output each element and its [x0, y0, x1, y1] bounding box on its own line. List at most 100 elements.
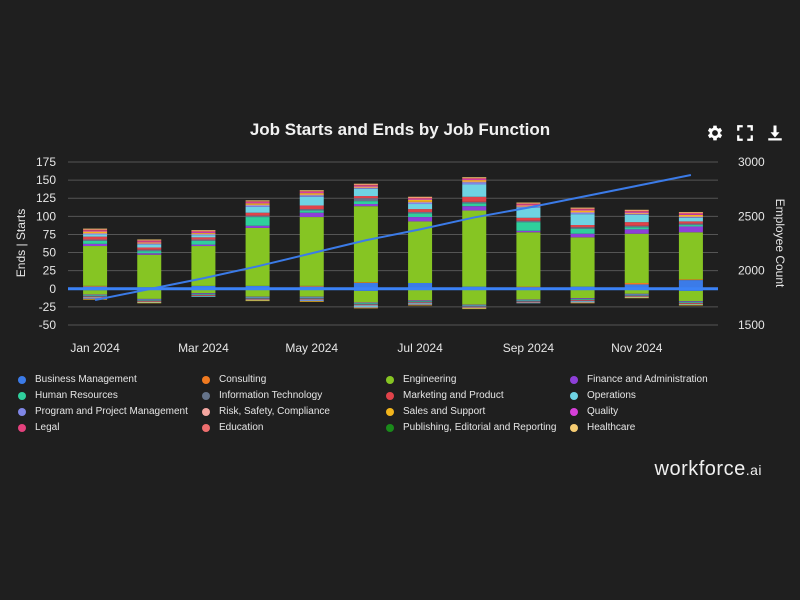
brand-logo: workforce.ai: [655, 458, 763, 481]
legend-label: Legal: [35, 422, 60, 433]
bar-segment-start: [137, 242, 162, 244]
employee-count-line: [94, 174, 692, 301]
bar-segment-start: [353, 201, 378, 205]
bar-segment-start: [462, 178, 487, 180]
bar-segment-end: [462, 304, 487, 306]
bar-segment-start: [191, 240, 216, 245]
bar-segment-end: [516, 289, 541, 300]
bar-segment-start: [408, 213, 433, 218]
bar-segment-start: [516, 222, 541, 231]
y-tick-left-label: -25: [39, 300, 57, 314]
bar-segment-start: [624, 233, 649, 283]
bar-segment-start: [191, 244, 216, 247]
bar-segment-start: [299, 190, 324, 192]
legend-dot: [386, 391, 394, 400]
legend-item[interactable]: Education: [202, 422, 386, 433]
bar-segment-start: [191, 231, 216, 233]
bar-segment-end: [137, 299, 162, 301]
bar-segment-start: [624, 211, 649, 212]
bar-segment-end: [245, 298, 270, 299]
bar-segment-start: [137, 241, 162, 243]
legend-label: Education: [219, 422, 264, 433]
y-tick-left-label: 100: [36, 209, 56, 223]
bar-segment-end: [353, 303, 378, 305]
legend-label: Publishing, Editorial and Reporting: [403, 422, 557, 433]
bar-segment-end: [408, 304, 433, 306]
bar-segment-start: [408, 198, 433, 199]
bar-segment-start: [462, 206, 487, 211]
bar-segment-start: [299, 193, 324, 195]
bar-segment-start: [624, 209, 649, 211]
bar-segment-start: [137, 244, 162, 248]
bar-segment-start: [516, 206, 541, 207]
bar-segment-end: [516, 299, 541, 301]
bar-segment-end: [624, 289, 649, 294]
bar-segment-end: [245, 298, 270, 300]
legend-item[interactable]: Human Resources: [18, 390, 202, 401]
legend-item[interactable]: Business Management: [18, 374, 202, 385]
bar-segment-start: [678, 213, 703, 215]
legend-item[interactable]: Information Technology: [202, 390, 386, 401]
bar-segment-start: [353, 183, 378, 185]
legend-item[interactable]: Program and Project Management: [18, 406, 202, 417]
bar-segment-end: [624, 295, 649, 297]
bar-segment-start: [299, 285, 324, 287]
bar-segment-start: [408, 197, 433, 199]
legend-item[interactable]: Risk, Safety, Compliance: [202, 406, 386, 417]
legend-dot: [570, 407, 578, 416]
legend-label: Program and Project Management: [35, 406, 188, 417]
bar-segment-start: [299, 191, 324, 193]
legend-item[interactable]: Operations: [570, 390, 754, 401]
bar-segment-end: [408, 303, 433, 304]
legend-item[interactable]: Quality: [570, 406, 754, 417]
bar-segment-start: [570, 227, 595, 229]
legend-item[interactable]: Engineering: [386, 374, 570, 385]
bar-segment-start: [408, 204, 433, 210]
bar-segment-start: [462, 203, 487, 207]
legend-dot: [202, 375, 210, 384]
bar-segment-end: [678, 303, 703, 304]
bar-segment-start: [408, 201, 433, 203]
bar-segment-start: [570, 207, 595, 209]
bar-segment-start: [353, 206, 378, 283]
bar-segment-start: [408, 196, 433, 198]
bar-segment-start: [462, 180, 487, 182]
legend-item[interactable]: Sales and Support: [386, 406, 570, 417]
legend-item[interactable]: Publishing, Editorial and Reporting: [386, 422, 570, 433]
bar-segment-start: [137, 240, 162, 242]
legend-item[interactable]: Consulting: [202, 374, 386, 385]
bar-segment-end: [624, 293, 649, 295]
bar-segment-start: [516, 205, 541, 207]
bar-segment-start: [570, 225, 595, 228]
legend-item[interactable]: Healthcare: [570, 422, 754, 433]
legend-item[interactable]: Legal: [18, 422, 202, 433]
bar-segment-start: [570, 211, 595, 213]
bar-segment-start: [137, 251, 162, 254]
bar-segment-start: [299, 210, 324, 213]
y-tick-right-label: 2000: [738, 264, 765, 278]
bar-segment-end: [245, 299, 270, 301]
legend-label: Business Management: [35, 374, 137, 385]
settings-button[interactable]: [704, 122, 726, 144]
bar-segment-start: [245, 203, 270, 205]
legend-dot: [18, 375, 26, 384]
legend-item[interactable]: Finance and Administration: [570, 374, 754, 385]
bar-segment-start: [353, 188, 378, 189]
bar-segment-end: [408, 303, 433, 305]
bar-segment-end: [83, 298, 108, 299]
bar-segment-end: [408, 300, 433, 302]
x-tick-label: Jul 2024: [397, 341, 443, 355]
bar-segment-end: [408, 301, 433, 302]
fullscreen-button[interactable]: [734, 122, 756, 144]
legend-item[interactable]: Marketing and Product: [386, 390, 570, 401]
bar-segment-start: [624, 210, 649, 212]
bar-segment-end: [191, 289, 216, 294]
x-tick-label: Nov 2024: [611, 341, 663, 355]
bar-segment-start: [299, 190, 324, 191]
download-button[interactable]: [764, 122, 786, 144]
bar-segment-start: [462, 184, 487, 197]
bar-segment-start: [624, 212, 649, 214]
bar-segment-start: [353, 184, 378, 186]
bar-segment-start: [137, 247, 162, 250]
legend-label: Human Resources: [35, 390, 118, 401]
